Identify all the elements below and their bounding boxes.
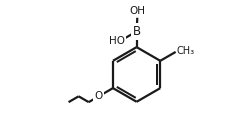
Text: O: O [95, 91, 103, 101]
Text: HO: HO [110, 36, 126, 46]
Text: CH₃: CH₃ [176, 46, 195, 56]
Text: B: B [132, 25, 141, 38]
Text: OH: OH [130, 6, 146, 16]
